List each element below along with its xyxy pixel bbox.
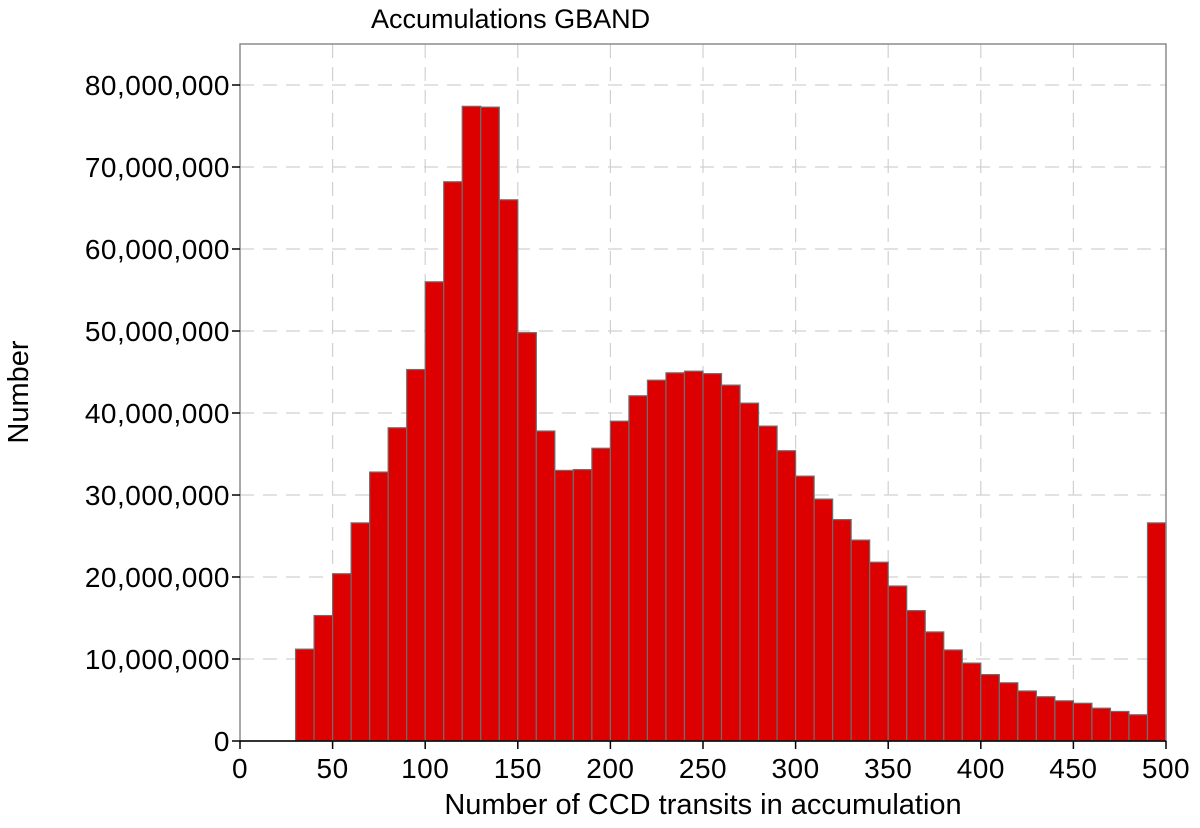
x-axis-label: Number of CCD transits in accumulation bbox=[444, 789, 961, 821]
chart-title: Accumulations GBAND bbox=[371, 4, 650, 34]
histogram-bar bbox=[554, 469, 574, 742]
histogram-bar bbox=[1128, 714, 1149, 742]
histogram-bar bbox=[980, 673, 1000, 742]
histogram-bar bbox=[609, 420, 630, 742]
x-tick-label: 250 bbox=[679, 753, 727, 784]
histogram-bar bbox=[294, 648, 315, 742]
histogram-bar bbox=[313, 614, 334, 742]
histogram-bar bbox=[443, 181, 463, 742]
histogram-bar bbox=[591, 447, 612, 742]
histogram-bar bbox=[461, 105, 482, 742]
histogram-bar bbox=[406, 368, 426, 742]
histogram-bar bbox=[702, 373, 723, 742]
histogram-bar bbox=[1054, 700, 1075, 742]
histogram-bar bbox=[813, 498, 834, 742]
x-tick-label: 450 bbox=[1049, 753, 1097, 784]
histogram-bar bbox=[943, 649, 963, 742]
y-tick-label: 10,000,000 bbox=[85, 644, 230, 675]
y-tick-label: 80,000,000 bbox=[85, 70, 230, 101]
histogram-bar bbox=[924, 631, 945, 742]
y-tick-label: 50,000,000 bbox=[85, 316, 230, 347]
histogram-bar bbox=[887, 585, 908, 742]
histogram-bar bbox=[332, 573, 352, 742]
x-tick-label: 100 bbox=[401, 753, 449, 784]
histogram-bar bbox=[369, 471, 389, 742]
histogram-bar bbox=[387, 427, 408, 742]
histogram-bar bbox=[683, 370, 704, 742]
histogram-bar bbox=[350, 522, 371, 742]
histogram-bar bbox=[646, 379, 667, 742]
histogram-bar bbox=[480, 106, 500, 742]
histogram-bar bbox=[961, 662, 982, 742]
histogram-bar bbox=[1091, 707, 1112, 742]
x-tick-label: 400 bbox=[957, 753, 1005, 784]
histogram-bar bbox=[1146, 522, 1167, 742]
histogram-bar bbox=[794, 475, 815, 742]
y-tick-label: 20,000,000 bbox=[85, 562, 230, 593]
y-tick-label: 40,000,000 bbox=[85, 398, 230, 429]
histogram-bar bbox=[628, 395, 649, 742]
y-tick-label: 60,000,000 bbox=[85, 234, 230, 265]
x-tick-label: 500 bbox=[1142, 753, 1190, 784]
histogram-bar bbox=[832, 518, 852, 742]
histogram-bar bbox=[720, 384, 741, 742]
histogram-bar bbox=[850, 539, 871, 742]
x-tick-label: 0 bbox=[232, 753, 248, 784]
x-tick-label: 150 bbox=[494, 753, 542, 784]
x-tick-labels: 0 50 100 150 200 250 300 350 400 450 500 bbox=[232, 753, 1190, 784]
y-axis-label: Number bbox=[3, 340, 35, 443]
x-tick-label: 200 bbox=[586, 753, 634, 784]
histogram-bar bbox=[424, 281, 445, 742]
x-tick-label: 350 bbox=[864, 753, 912, 784]
histogram-bar bbox=[498, 199, 519, 742]
histogram-bar bbox=[757, 425, 778, 742]
histogram-bar bbox=[739, 402, 760, 742]
axis-ticks bbox=[232, 84, 1167, 749]
x-tick-label: 300 bbox=[771, 753, 819, 784]
histogram-bar bbox=[906, 610, 926, 742]
histogram-bar bbox=[572, 468, 593, 742]
histogram-bar bbox=[535, 430, 556, 742]
y-tick-labels: 0 10,000,000 20,000,000 30,000,000 40,000,00… bbox=[85, 70, 230, 757]
x-tick-label: 50 bbox=[317, 753, 349, 784]
histogram-bar bbox=[665, 372, 686, 742]
histogram-bar bbox=[998, 682, 1019, 742]
histogram-bar bbox=[1017, 690, 1037, 742]
histogram-bars bbox=[294, 105, 1167, 742]
histogram-bar bbox=[517, 332, 537, 742]
y-tick-label: 30,000,000 bbox=[85, 480, 230, 511]
histogram-bar bbox=[1035, 696, 1056, 742]
histogram-bar bbox=[1072, 702, 1093, 742]
histogram-bar bbox=[869, 561, 889, 742]
histogram-bar bbox=[776, 450, 797, 742]
y-tick-label: 0 bbox=[214, 726, 230, 757]
y-tick-label: 70,000,000 bbox=[85, 152, 230, 183]
histogram-bar bbox=[1109, 710, 1130, 742]
